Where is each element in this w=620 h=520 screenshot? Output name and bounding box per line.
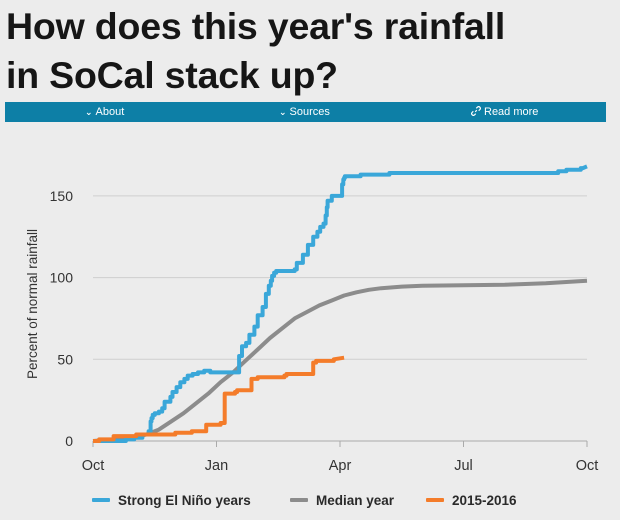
legend-item: Strong El Niño years [92,490,251,512]
about-button[interactable]: ⌄ About [85,102,124,122]
legend-label: Median year [316,493,395,508]
legend-label: 2015-2016 [452,493,517,508]
link-icon [471,106,481,116]
y-axis-label: Percent of normal rainfall [25,229,40,379]
page-title-line-1: How does this year's rainfall [6,5,506,47]
y-tick-label: 150 [50,188,74,204]
chart-grid [93,195,587,360]
chevron-down-icon: ⌄ [279,107,287,117]
y-tick-label: 0 [65,433,73,449]
legend-swatch [92,498,110,503]
y-tick-label: 100 [50,270,74,286]
series-line-median-year [92,278,588,443]
series-line-strong-el-ni-o-years [93,164,588,443]
read-more-link[interactable]: Read more [471,102,538,122]
about-label: About [95,106,125,118]
sources-button[interactable]: ⌄ Sources [279,102,330,122]
chart-axes: 0 50 100 150 Oct Jan Apr Jul Oct [50,188,599,474]
chevron-down-icon: ⌄ [85,107,93,117]
series-line-2015-2016 [93,355,345,443]
legend-swatch [290,498,308,503]
page-title-line-2: in SoCal stack up? [6,54,338,96]
page-title: How does this year's rainfall in SoCal s… [6,2,616,100]
legend-label: Strong El Niño years [118,493,251,508]
x-tick-label: Oct [82,458,105,474]
read-more-label: Read more [484,106,539,118]
x-tick-label: Jul [454,458,473,474]
legend-item: 2015-2016 [426,490,517,512]
legend-item: Median year [290,490,394,512]
rainfall-chart: 0 50 100 150 Oct Jan Apr Jul Oct Percent of norm… [25,164,599,474]
y-tick-label: 50 [57,351,73,367]
sources-label: Sources [289,106,330,118]
info-nav-bar: ⌄ About ⌄ Sources Read more [5,102,606,122]
legend-swatch [426,498,444,503]
x-tick-label: Jan [205,458,228,474]
x-tick-label: Oct [576,458,599,474]
x-tick-label: Apr [329,458,352,474]
chart-legend: Strong El Niño years Median year 2015-2016 [0,490,620,512]
chart-series [92,164,588,443]
